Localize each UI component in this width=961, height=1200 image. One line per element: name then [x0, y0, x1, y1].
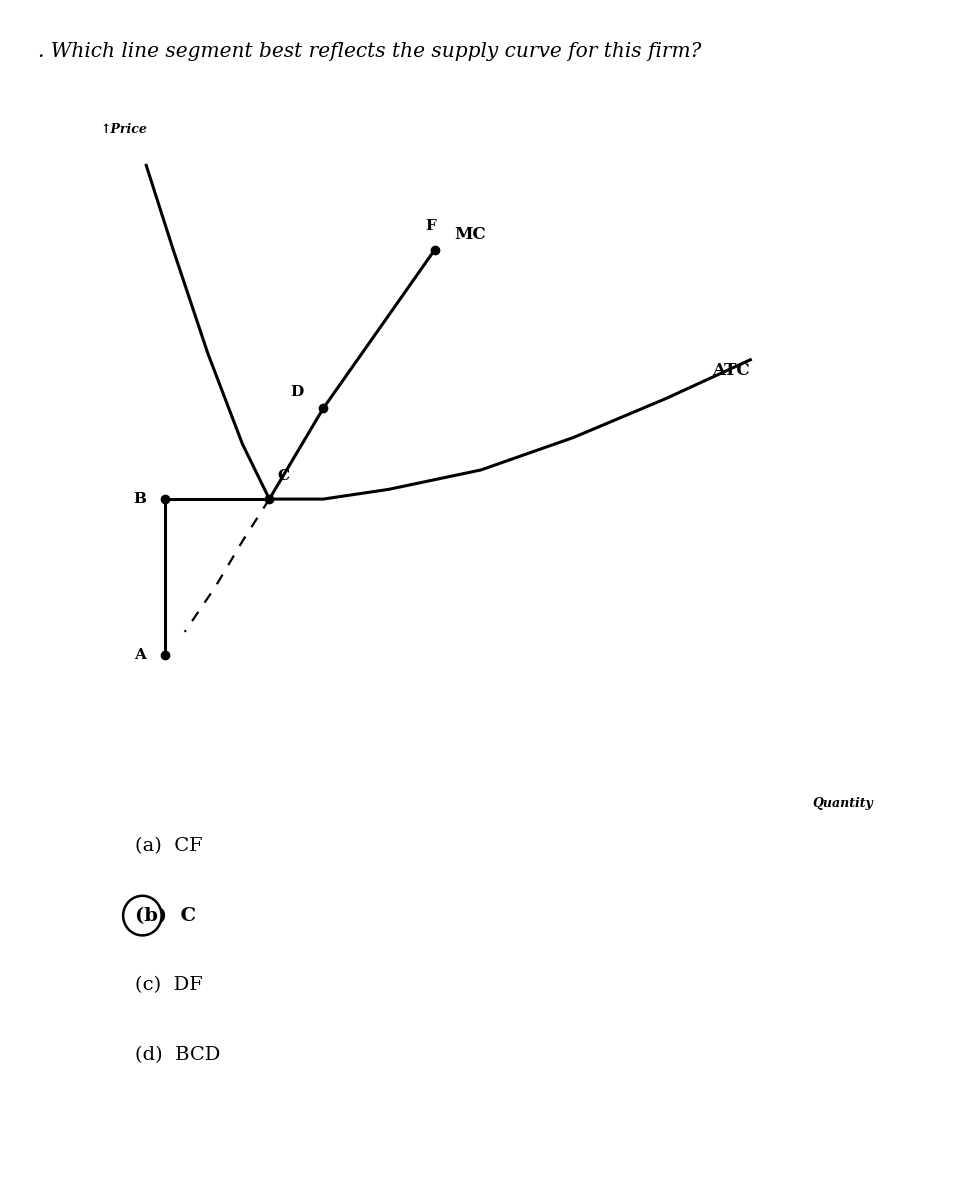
Text: (b)  C: (b) C — [135, 907, 196, 924]
Text: C: C — [277, 469, 289, 482]
Text: . Which line segment best reflects the supply curve for this firm?: . Which line segment best reflects the s… — [38, 42, 702, 61]
Text: A: A — [135, 648, 146, 661]
Text: (a)  CF: (a) CF — [135, 838, 202, 854]
Text: B: B — [133, 492, 146, 506]
Text: Quantity: Quantity — [812, 797, 873, 810]
Text: ↑Price: ↑Price — [100, 124, 147, 137]
Text: ATC: ATC — [711, 362, 749, 379]
Text: (d)  BCD: (d) BCD — [135, 1046, 220, 1064]
Text: F: F — [425, 220, 436, 233]
Text: MC: MC — [454, 226, 485, 244]
Text: D: D — [290, 385, 304, 398]
Text: (c)  DF: (c) DF — [135, 977, 202, 994]
